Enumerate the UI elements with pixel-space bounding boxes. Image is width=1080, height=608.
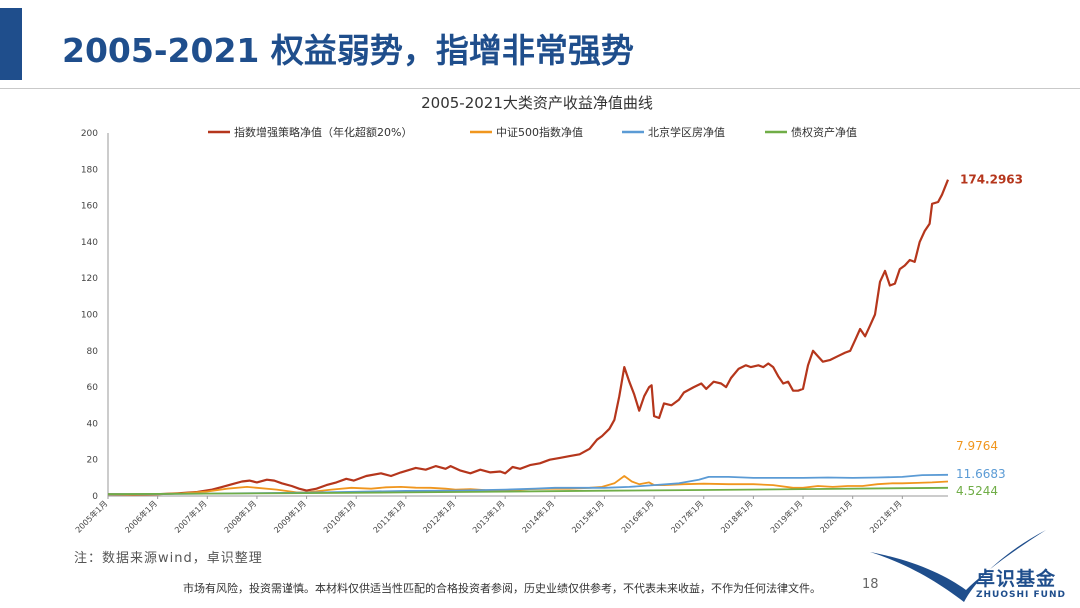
y-tick-label: 120 [81,274,98,284]
title-accent-bar [0,8,22,80]
x-tick-label: 2016年1月 [619,498,655,534]
x-tick-label: 2009年1月 [272,498,308,534]
end-label-1: 174.2963 [960,173,1023,187]
eagle-logo-icon [870,530,1046,602]
y-tick-label: 140 [81,238,98,248]
header-divider [0,88,1080,89]
series-group [107,179,950,496]
x-tick-label: 2006年1月 [123,498,159,534]
end-label-3: 11.6683 [956,467,1006,481]
x-tick-label: 2018年1月 [718,498,754,534]
y-tick-label: 160 [81,202,98,212]
legend-label-2: 中证500指数净值 [496,125,583,139]
x-axis: 2005年1月 2006年1月 2007年1月 2008年1月 2009年1月 2010年… [73,495,948,535]
chart-legend: 指数增强策略净值（年化超额20%） 中证500指数净值 北京学区房净值 债权资产净值 [208,125,857,139]
y-tick-label: 180 [81,165,98,175]
y-tick-label: 200 [81,129,98,139]
x-tick-label: 2020年1月 [818,498,854,534]
y-tick-label: 100 [81,311,98,321]
nav-line-chart: 2005-2021大类资产收益净值曲线 指数增强策略净值（年化超额20%） 中证5… [73,94,1023,535]
x-tick-label: 2011年1月 [371,498,407,534]
company-logo: 卓识基金 ZHUOSHI FUND [868,524,1080,608]
logo-name-en: ZHUOSHI FUND [976,590,1066,600]
x-tick-label: 2008年1月 [222,498,258,534]
end-labels: 174.2963 7.9764 11.6683 4.5244 [956,173,1023,498]
x-tick-label: 2012年1月 [421,498,457,534]
y-tick-label: 60 [87,383,99,393]
series-line-1 [107,179,950,496]
x-tick-label: 2010年1月 [321,498,357,534]
y-tick-label: 20 [87,456,99,466]
y-tick-label: 40 [87,419,99,429]
y-tick-label: 80 [87,347,99,357]
x-tick-label: 2005年1月 [73,498,109,534]
legend-label-4: 债权资产净值 [791,125,857,139]
logo-name-cn: 卓识基金 [976,568,1057,590]
x-tick-label: 2017年1月 [669,498,705,534]
x-tick-label: 2014年1月 [520,498,556,534]
x-tick-label: 2015年1月 [569,498,605,534]
data-source-note: 注：数据来源wind，卓识整理 [74,551,263,566]
chart-title: 2005-2021大类资产收益净值曲线 [421,94,653,112]
series-line-4 [107,486,949,496]
page-number: 18 [862,577,879,592]
y-axis: 0 20 40 60 80 100 120 140 160 180 200 [81,129,109,502]
legend-label-3: 北京学区房净值 [648,125,725,139]
y-tick-label: 0 [92,492,98,502]
legend-label-1: 指数增强策略净值（年化超额20%） [234,125,412,139]
series-line-2 [107,475,949,496]
risk-disclaimer: 市场有风险，投资需谨慎。本材料仅供适当性匹配的合格投资者参阅，历史业绩仅供参考，… [183,582,821,595]
x-tick-label: 2013年1月 [470,498,506,534]
x-tick-label: 2019年1月 [768,498,804,534]
slide-title: 2005-2021 权益弱势，指增非常强势 [62,31,634,70]
x-tick-label: 2007年1月 [172,498,208,534]
end-label-4: 4.5244 [956,484,998,498]
end-label-2: 7.9764 [956,439,998,453]
